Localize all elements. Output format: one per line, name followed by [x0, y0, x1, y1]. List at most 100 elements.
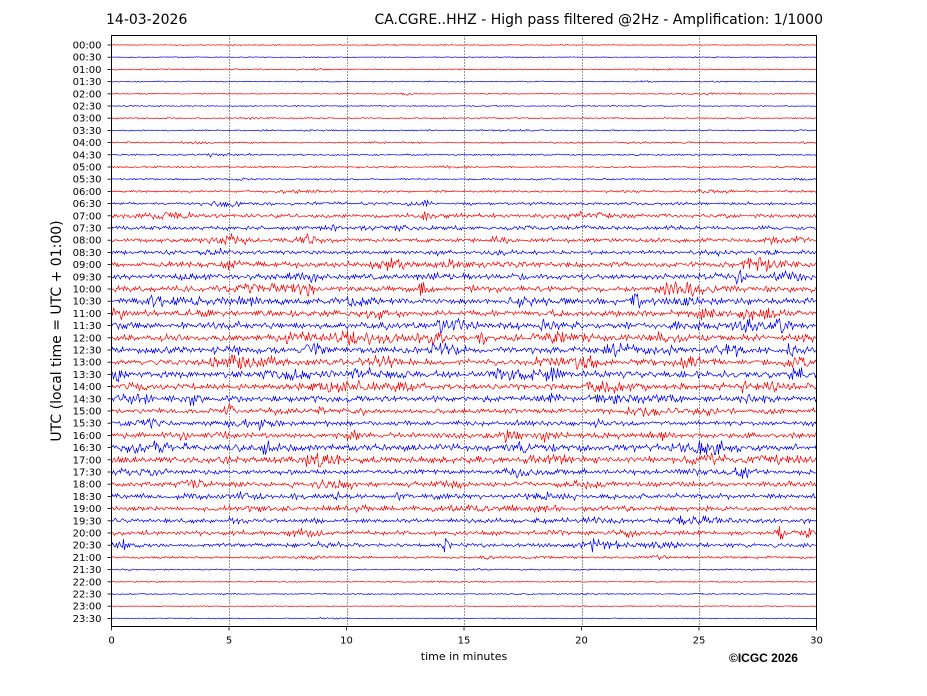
trace-0530: [111, 177, 817, 181]
trace-0230: [111, 104, 817, 108]
trace-0830: [111, 247, 817, 258]
y-tick-label: 09:30: [73, 272, 102, 283]
y-tick-label: 11:00: [73, 309, 102, 320]
copyright-credit: ©ICGC 2026: [729, 651, 798, 665]
trace-1000: [111, 280, 817, 297]
trace-0000: [111, 43, 817, 47]
y-tick-label: 23:00: [73, 602, 102, 613]
y-tick-label: 22:30: [73, 590, 102, 601]
y-tick-label: 03:00: [73, 114, 102, 125]
trace-1600: [111, 429, 817, 444]
trace-0400: [111, 140, 817, 145]
x-tick-label: 15: [458, 636, 471, 647]
y-tick-label: 02:30: [73, 102, 102, 113]
trace-1930: [111, 515, 817, 526]
trace-0500: [111, 165, 817, 169]
y-tick-label: 01:00: [73, 65, 102, 76]
trace-1130: [111, 317, 817, 333]
y-tick-label: 04:30: [73, 150, 102, 161]
grid-lines: [229, 35, 700, 627]
y-tick-label: 16:00: [73, 431, 102, 442]
y-tick-label: 10:30: [73, 297, 102, 308]
y-tick-label: 07:30: [73, 224, 102, 235]
y-tick-label: 10:00: [73, 285, 102, 296]
y-tick-label: 08:00: [73, 236, 102, 247]
y-tick-label: 14:00: [73, 382, 102, 393]
y-tick-label: 23:30: [73, 614, 102, 625]
trace-1400: [111, 379, 817, 394]
trace-0800: [111, 233, 817, 246]
trace-1030: [111, 293, 817, 309]
trace-1100: [111, 307, 817, 321]
trace-0900: [111, 257, 817, 272]
y-tick-label: 15:00: [73, 407, 102, 418]
y-tick-label: 07:00: [73, 211, 102, 222]
trace-1730: [111, 467, 817, 479]
y-tick-label: 14:30: [73, 394, 102, 405]
y-tick-label: 05:00: [73, 163, 102, 174]
trace-1830: [111, 490, 817, 502]
y-tick-label: 00:00: [73, 41, 102, 52]
trace-2030: [111, 538, 817, 553]
trace-1700: [111, 452, 817, 468]
y-tick-label: 18:30: [73, 492, 102, 503]
y-tick-label: 04:00: [73, 138, 102, 149]
trace-1500: [111, 402, 817, 417]
trace-2100: [111, 554, 817, 561]
y-tick-label: 09:00: [73, 260, 102, 271]
y-tick-label: 21:30: [73, 565, 102, 576]
y-tick-label: 21:00: [73, 553, 102, 564]
y-tick-label: 17:30: [73, 468, 102, 479]
trace-0300: [111, 116, 817, 121]
trace-2130: [111, 567, 817, 572]
x-tick-label: 0: [108, 636, 114, 647]
x-tick-label: 25: [693, 636, 706, 647]
trace-1430: [111, 392, 817, 406]
x-tick-label: 5: [226, 636, 232, 647]
trace-2300: [111, 605, 817, 608]
trace-1800: [111, 478, 817, 491]
y-tick-label: 11:30: [73, 321, 102, 332]
x-axis-label: time in minutes: [421, 650, 508, 663]
y-tick-label: 06:00: [73, 187, 102, 198]
trace-0330: [111, 128, 817, 132]
y-tick-label: 22:00: [73, 577, 102, 588]
y-tick-label: 13:00: [73, 358, 102, 369]
trace-1230: [111, 342, 817, 358]
trace-0130: [111, 80, 817, 83]
trace-1900: [111, 503, 817, 514]
y-tick-label: 19:00: [73, 504, 102, 515]
y-tick-label: 20:30: [73, 541, 102, 552]
y-tick-label: 08:30: [73, 248, 102, 259]
date-label: 14-03-2026: [106, 12, 188, 28]
trace-1530: [111, 417, 817, 432]
y-tick-label: 16:30: [73, 443, 102, 454]
trace-0100: [111, 67, 817, 71]
trace-0600: [111, 189, 817, 195]
y-tick-label: 12:30: [73, 346, 102, 357]
trace-0700: [111, 210, 817, 221]
y-tick-label: 13:30: [73, 370, 102, 381]
trace-1630: [111, 440, 817, 455]
y-tick-label: 20:00: [73, 529, 102, 540]
trace-2200: [111, 580, 817, 584]
y-tick-label: 12:00: [73, 333, 102, 344]
y-tick-label: 15:30: [73, 419, 102, 430]
trace-1300: [111, 354, 817, 370]
plot-frame: [111, 35, 817, 627]
y-tick-label: 19:30: [73, 516, 102, 527]
trace-2230: [111, 592, 817, 596]
y-tick-label: 01:30: [73, 77, 102, 88]
trace-1200: [111, 330, 817, 347]
y-tick-label: 06:30: [73, 199, 102, 210]
x-axis: 0 5 10 15 20 25 30: [108, 626, 823, 647]
trace-0630: [111, 199, 817, 208]
y-tick-label: 18:00: [73, 480, 102, 491]
trace-2000: [111, 525, 817, 540]
y-tick-label: 03:30: [73, 126, 102, 137]
x-tick-label: 10: [340, 636, 353, 647]
trace-1330: [111, 367, 817, 383]
y-tick-label: 17:00: [73, 455, 102, 466]
